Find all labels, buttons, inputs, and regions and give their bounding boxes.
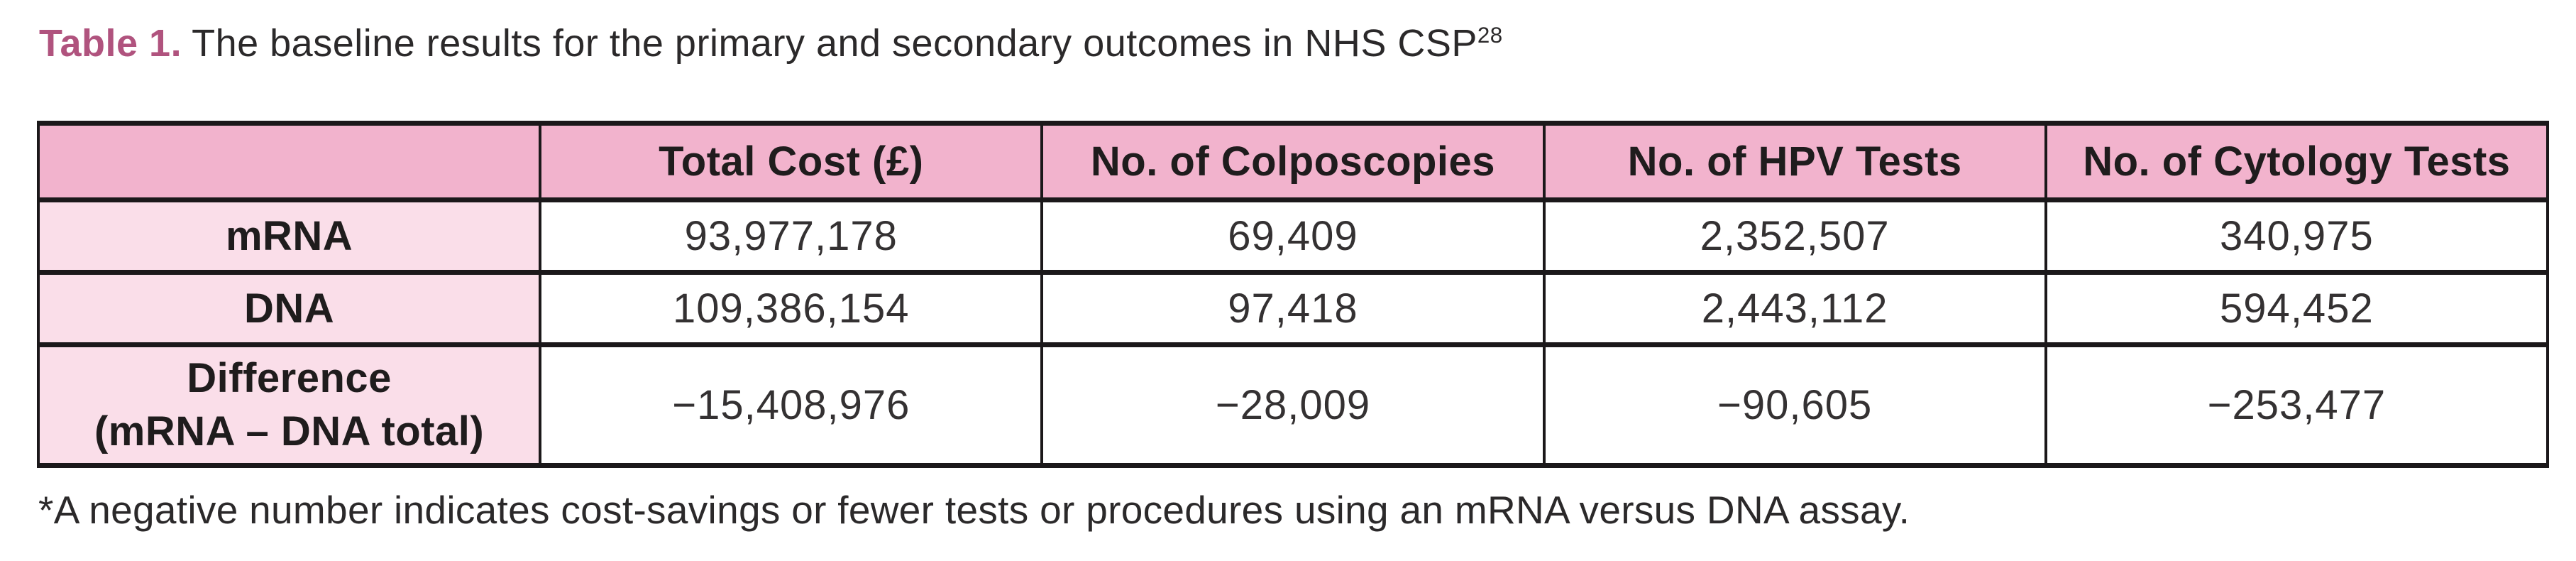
cell-dna-total-cost: 109,386,154 bbox=[539, 270, 1044, 347]
header-cell-colposcopies: No. of Colposcopies bbox=[1040, 121, 1546, 202]
header-cell-total-cost: Total Cost (£) bbox=[539, 121, 1044, 202]
cell-difference-total-cost: −15,408,976 bbox=[539, 342, 1044, 468]
cell-mrna-cytology-tests: 340,975 bbox=[2044, 197, 2550, 275]
cell-difference-colposcopies: −28,009 bbox=[1040, 342, 1546, 468]
cell-dna-cytology-tests: 594,452 bbox=[2044, 270, 2550, 347]
reference-superscript: 28 bbox=[1477, 23, 1503, 48]
cell-dna-hpv-tests: 2,443,112 bbox=[1542, 270, 2047, 347]
row-label-mrna: mRNA bbox=[36, 197, 542, 275]
row-label-difference-line2: (mRNA – DNA total) bbox=[94, 408, 485, 454]
table-row-mrna: mRNA 93,977,178 69,409 2,352,507 340,975 bbox=[36, 197, 2550, 275]
header-cell-hpv-tests: No. of HPV Tests bbox=[1542, 121, 2047, 202]
table-footnote: *A negative number indicates cost-saving… bbox=[38, 488, 1910, 532]
cell-difference-hpv-tests: −90,605 bbox=[1542, 342, 2047, 468]
row-label-dna: DNA bbox=[36, 270, 542, 347]
cell-mrna-total-cost: 93,977,178 bbox=[539, 197, 1044, 275]
table-caption: Table 1. The baseline results for the pri… bbox=[39, 21, 1503, 65]
table-row-dna: DNA 109,386,154 97,418 2,443,112 594,452 bbox=[36, 270, 2550, 347]
table-caption-number: Table 1. bbox=[39, 22, 182, 65]
header-cell-empty bbox=[36, 121, 542, 202]
cell-dna-colposcopies: 97,418 bbox=[1040, 270, 1546, 347]
baseline-results-table: Total Cost (£) No. of Colposcopies No. o… bbox=[36, 121, 2550, 468]
cell-mrna-colposcopies: 69,409 bbox=[1040, 197, 1546, 275]
header-cell-cytology-tests: No. of Cytology Tests bbox=[2044, 121, 2550, 202]
row-label-difference-line1: Difference bbox=[187, 355, 392, 402]
cell-mrna-hpv-tests: 2,352,507 bbox=[1542, 197, 2047, 275]
table-caption-text: The baseline results for the primary and… bbox=[192, 22, 1477, 65]
cell-difference-cytology-tests: −253,477 bbox=[2044, 342, 2550, 468]
table-row-difference: Difference (mRNA – DNA total) −15,408,97… bbox=[36, 342, 2550, 468]
row-label-difference: Difference (mRNA – DNA total) bbox=[36, 342, 542, 468]
header-row: Total Cost (£) No. of Colposcopies No. o… bbox=[36, 121, 2550, 202]
